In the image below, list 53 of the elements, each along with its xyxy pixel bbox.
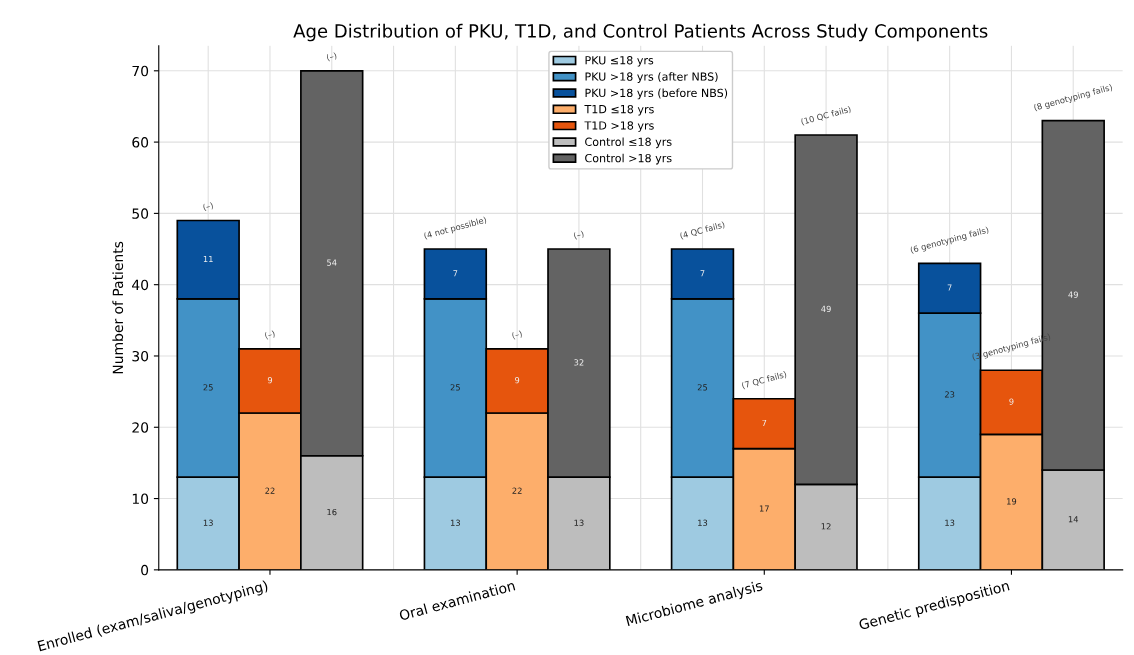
data-label: 22 — [512, 487, 522, 494]
data-label: 12 — [821, 523, 831, 530]
data-label: 49 — [1068, 291, 1078, 298]
y-axis-title: Number of Patients — [112, 241, 124, 374]
data-label: 13 — [698, 519, 708, 526]
annotation: (–) — [202, 201, 214, 212]
data-label: 17 — [759, 505, 769, 512]
y-tick-label: 60 — [132, 137, 149, 148]
data-label: 7 — [947, 284, 952, 291]
annotation: (10 QC fails) — [800, 105, 852, 126]
legend-label: Control >18 yrs — [585, 153, 672, 165]
data-label: 32 — [574, 359, 584, 366]
legend-label: T1D ≤18 yrs — [584, 104, 654, 116]
data-label: 22 — [265, 487, 275, 494]
data-label: 7 — [453, 270, 458, 277]
legend-label: T1D >18 yrs — [584, 121, 654, 132]
data-label: 9 — [515, 377, 520, 384]
data-label: 13 — [450, 519, 460, 526]
y-tick-label: 30 — [132, 350, 149, 362]
data-label: 14 — [1068, 516, 1079, 523]
y-tick-label: 70 — [132, 65, 149, 77]
legend-label: PKU >18 yrs (before NBS) — [585, 88, 728, 100]
legend-label: Control ≤18 yrs — [585, 137, 672, 149]
y-tick-label: 0 — [141, 564, 149, 576]
y-tick-label: 50 — [132, 208, 149, 219]
data-label: 16 — [327, 508, 337, 516]
annotation: (–) — [264, 330, 276, 340]
y-tick-label: 10 — [132, 493, 149, 505]
annotation: (7 QC fails) — [741, 370, 787, 390]
data-label: 7 — [762, 419, 767, 426]
data-label: 23 — [944, 391, 955, 398]
y-tick-label: 20 — [132, 422, 149, 433]
legend-label: PKU >18 yrs (after NBS) — [585, 72, 718, 83]
data-label: 25 — [450, 384, 460, 391]
data-label: 25 — [697, 384, 708, 391]
data-label: 25 — [203, 384, 213, 391]
annotation: (–) — [573, 230, 585, 240]
data-label: 7 — [700, 270, 705, 277]
data-label: 13 — [945, 519, 955, 526]
data-label: 9 — [267, 377, 273, 384]
data-label: 13 — [203, 519, 213, 526]
data-label: 9 — [1009, 398, 1014, 405]
data-label: 19 — [1007, 498, 1017, 505]
data-label: 11 — [203, 255, 213, 263]
annotation: (–) — [511, 330, 523, 340]
legend-label: PKU ≤18 yrs — [585, 56, 654, 67]
data-label: 54 — [327, 259, 337, 266]
data-label: 13 — [574, 519, 584, 526]
chart-title: Age Distribution of PKU, T1D, and Control Patients Across Study Components — [293, 23, 988, 42]
annotation: (–) — [326, 52, 338, 62]
y-tick-label: 40 — [132, 279, 149, 291]
data-label: 49 — [821, 305, 831, 313]
annotation: (4 QC fails) — [679, 221, 726, 240]
